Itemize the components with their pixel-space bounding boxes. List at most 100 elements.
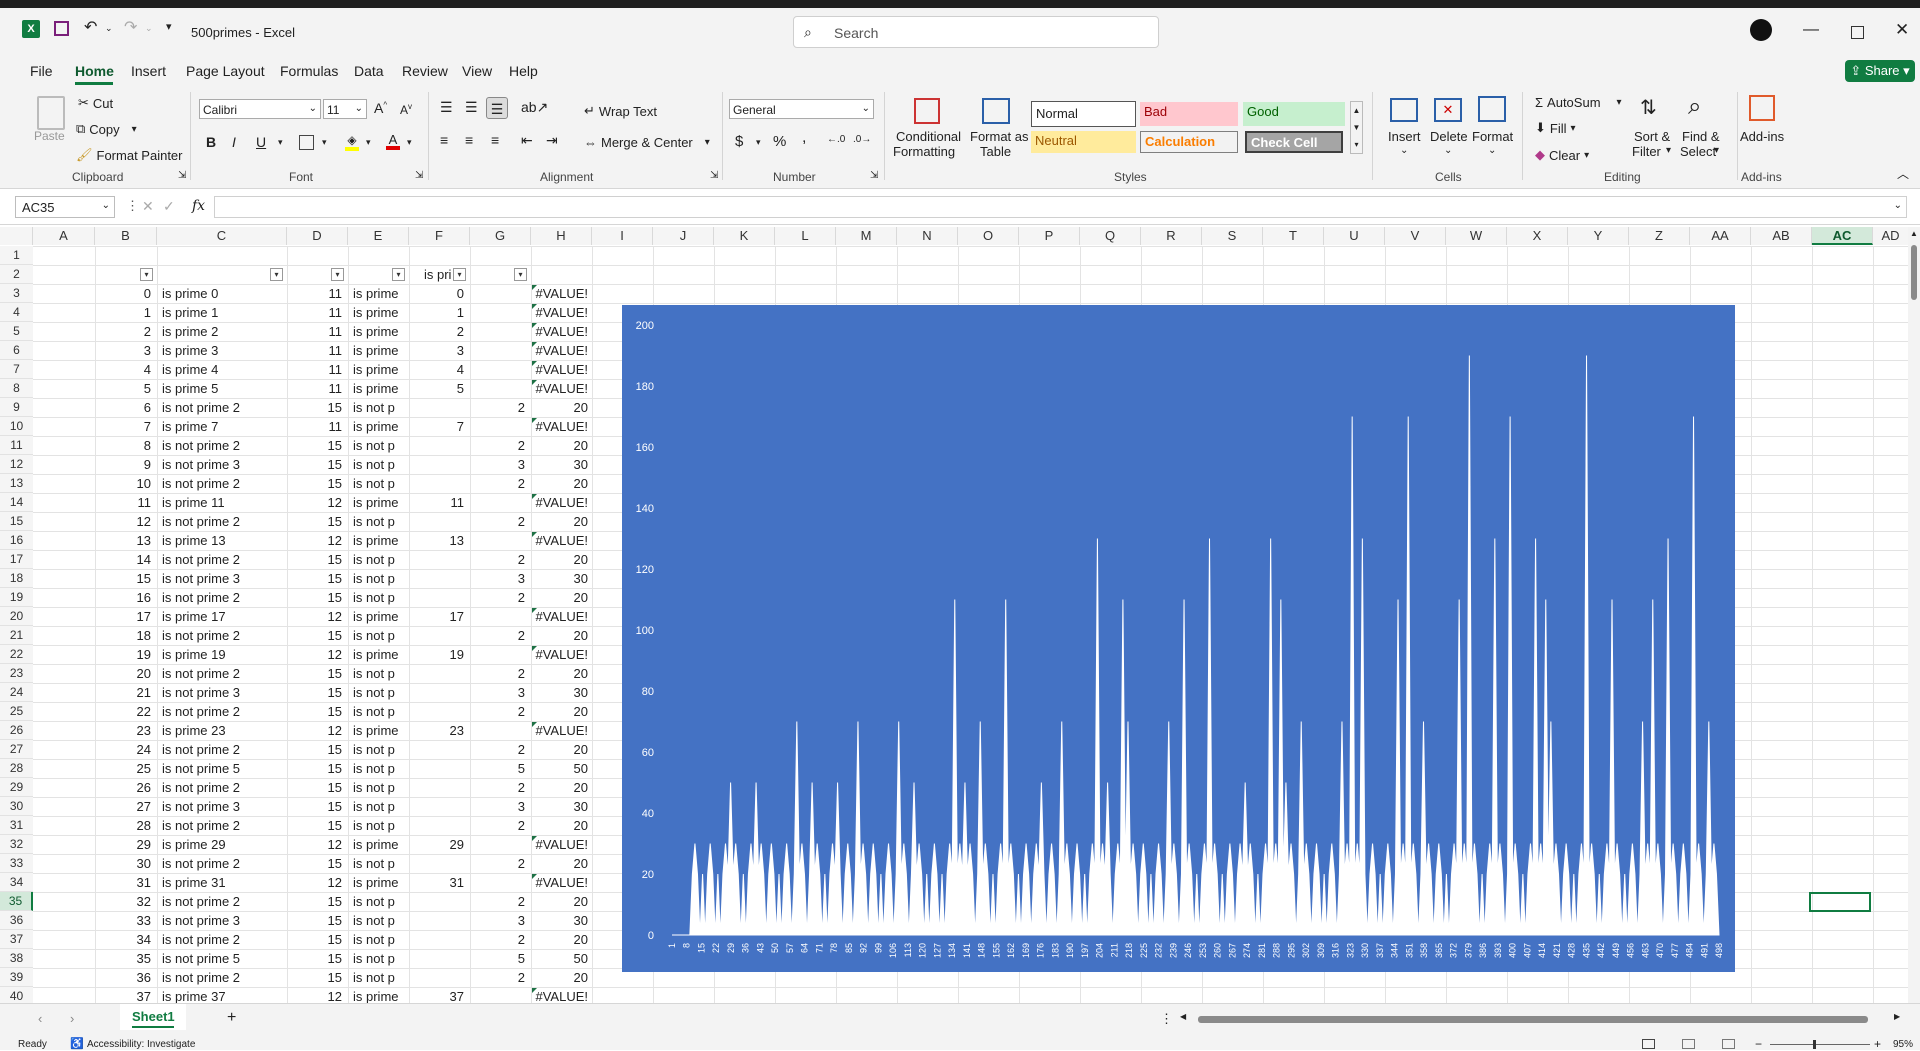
cell[interactable] — [409, 949, 464, 968]
dialog-launcher-icon[interactable]: ⇲ — [710, 170, 719, 181]
cell[interactable]: 15 — [327, 818, 342, 833]
cell[interactable]: 15 — [327, 571, 342, 586]
filter-dropdown-icon[interactable]: ▾ — [140, 268, 153, 281]
cell[interactable]: 20 — [573, 400, 588, 415]
cell[interactable]: 20 — [573, 666, 588, 681]
add-ins-icon[interactable] — [1749, 95, 1775, 121]
filter-dropdown-icon[interactable]: ▾ — [331, 268, 344, 281]
cell[interactable]: #VALUE! — [535, 495, 588, 510]
cell[interactable]: 8 — [143, 438, 151, 453]
page-layout-view-icon[interactable] — [1682, 1039, 1695, 1049]
cell[interactable]: 15 — [327, 552, 342, 567]
row-header[interactable]: 10 — [0, 417, 33, 436]
underline-button[interactable]: U — [256, 134, 267, 150]
error-indicator-icon[interactable] — [532, 836, 537, 841]
row-header[interactable]: 32 — [0, 835, 33, 854]
column-header[interactable]: R — [1141, 227, 1202, 245]
chevron-down-icon[interactable]: ▾ — [407, 137, 412, 147]
cell[interactable]: #VALUE! — [535, 381, 588, 396]
cell[interactable]: is not prime 2 — [162, 438, 241, 453]
cell[interactable]: 15 — [327, 628, 342, 643]
cell[interactable]: is not prime 2 — [162, 476, 241, 491]
accessibility-icon[interactable]: ♿ — [70, 1038, 84, 1050]
cell[interactable]: 15 — [327, 514, 342, 529]
row-header[interactable]: 6 — [0, 341, 33, 360]
column-header[interactable]: F — [409, 227, 470, 245]
cell[interactable]: #VALUE! — [535, 419, 588, 434]
series-area[interactable] — [672, 355, 1720, 936]
cell[interactable] — [409, 588, 464, 607]
row-header[interactable]: 11 — [0, 436, 33, 455]
cell[interactable]: is prime — [353, 324, 399, 339]
cell[interactable]: is not prime 2 — [162, 514, 241, 529]
cell[interactable]: #VALUE! — [535, 647, 588, 662]
cell[interactable]: 20 — [573, 818, 588, 833]
cell[interactable]: 11 — [328, 286, 343, 301]
cell[interactable]: 2 — [517, 818, 525, 833]
cell[interactable]: is prime 2 — [162, 324, 219, 339]
number-format-select[interactable]: General ⌄ — [729, 99, 874, 119]
cell[interactable]: 2 — [517, 514, 525, 529]
horizontal-scroll-thumb[interactable] — [1198, 1016, 1868, 1023]
dialog-launcher-icon[interactable]: ⇲ — [870, 170, 879, 181]
error-indicator-icon[interactable] — [532, 285, 537, 290]
cell[interactable]: 15 — [327, 685, 342, 700]
font-color-icon[interactable]: A — [386, 132, 400, 150]
cell[interactable]: is prime 0 — [162, 286, 219, 301]
merge-center-button[interactable]: ⇔ Merge & Center ▾ — [584, 135, 710, 150]
font-size-select[interactable]: 11 ⌄ — [323, 99, 367, 119]
cell[interactable]: is not p — [353, 666, 395, 681]
cell[interactable]: 11 — [328, 343, 343, 358]
cell[interactable]: 21 — [136, 685, 151, 700]
cell[interactable]: is not prime 2 — [162, 552, 241, 567]
cell[interactable] — [470, 721, 525, 740]
delete-cells-label[interactable]: Delete — [1430, 129, 1468, 144]
cell[interactable]: 20 — [573, 628, 588, 643]
filter-dropdown-icon[interactable]: ▾ — [392, 268, 405, 281]
cell[interactable]: is not prime 2 — [162, 742, 241, 757]
undo-icon[interactable]: ↶ — [84, 19, 98, 36]
column-header[interactable]: H — [531, 227, 592, 245]
cell[interactable] — [470, 284, 525, 303]
scroll-left-icon[interactable]: ◀ — [1180, 1012, 1187, 1021]
zoom-out-icon[interactable]: − — [1755, 1037, 1763, 1051]
cell[interactable]: 19 — [136, 647, 151, 662]
cell[interactable]: is prime 23 — [162, 723, 226, 738]
collapse-ribbon-icon[interactable]: ︿ — [1897, 167, 1910, 181]
cell[interactable]: 10 — [136, 476, 151, 491]
cell[interactable]: 2 — [517, 628, 525, 643]
cell[interactable]: 25 — [136, 761, 151, 776]
cell[interactable]: is prime — [353, 647, 399, 662]
insert-cells-icon[interactable] — [1390, 98, 1418, 122]
style-calculation[interactable]: Calculation — [1140, 131, 1238, 153]
column-header[interactable]: A — [33, 227, 95, 245]
sort-filter-icon[interactable]: ⇅ — [1640, 97, 1657, 119]
dialog-launcher-icon[interactable]: ⇲ — [178, 170, 187, 181]
cell[interactable]: 1 — [456, 305, 464, 320]
row-header[interactable]: 25 — [0, 702, 33, 721]
cell[interactable] — [409, 436, 464, 455]
currency-button[interactable]: $ — [735, 133, 744, 150]
cell[interactable]: 26 — [136, 780, 151, 795]
cell[interactable]: is prime — [353, 305, 399, 320]
row-header[interactable]: 22 — [0, 645, 33, 664]
column-header[interactable]: Z — [1629, 227, 1690, 245]
cell[interactable] — [470, 303, 525, 322]
minimize-icon[interactable]: — — [1803, 21, 1819, 38]
row-header[interactable]: 37 — [0, 930, 33, 949]
cell[interactable]: 15 — [327, 951, 342, 966]
cell[interactable]: 23 — [449, 723, 464, 738]
more-options-icon[interactable]: ⋮ — [126, 198, 139, 213]
cell[interactable]: is not p — [353, 552, 395, 567]
column-header[interactable]: P — [1019, 227, 1080, 245]
menu-review[interactable]: Review — [402, 63, 448, 79]
column-header[interactable]: Q — [1080, 227, 1141, 245]
column-header[interactable]: M — [836, 227, 897, 245]
row-header[interactable]: 20 — [0, 607, 33, 626]
cell[interactable]: 29 — [449, 837, 464, 852]
cell[interactable]: 15 — [327, 590, 342, 605]
cut-button[interactable]: ✂ Cut — [78, 95, 113, 111]
cell[interactable]: 15 — [327, 400, 342, 415]
cell[interactable]: is not p — [353, 704, 395, 719]
column-header[interactable]: S — [1202, 227, 1263, 245]
